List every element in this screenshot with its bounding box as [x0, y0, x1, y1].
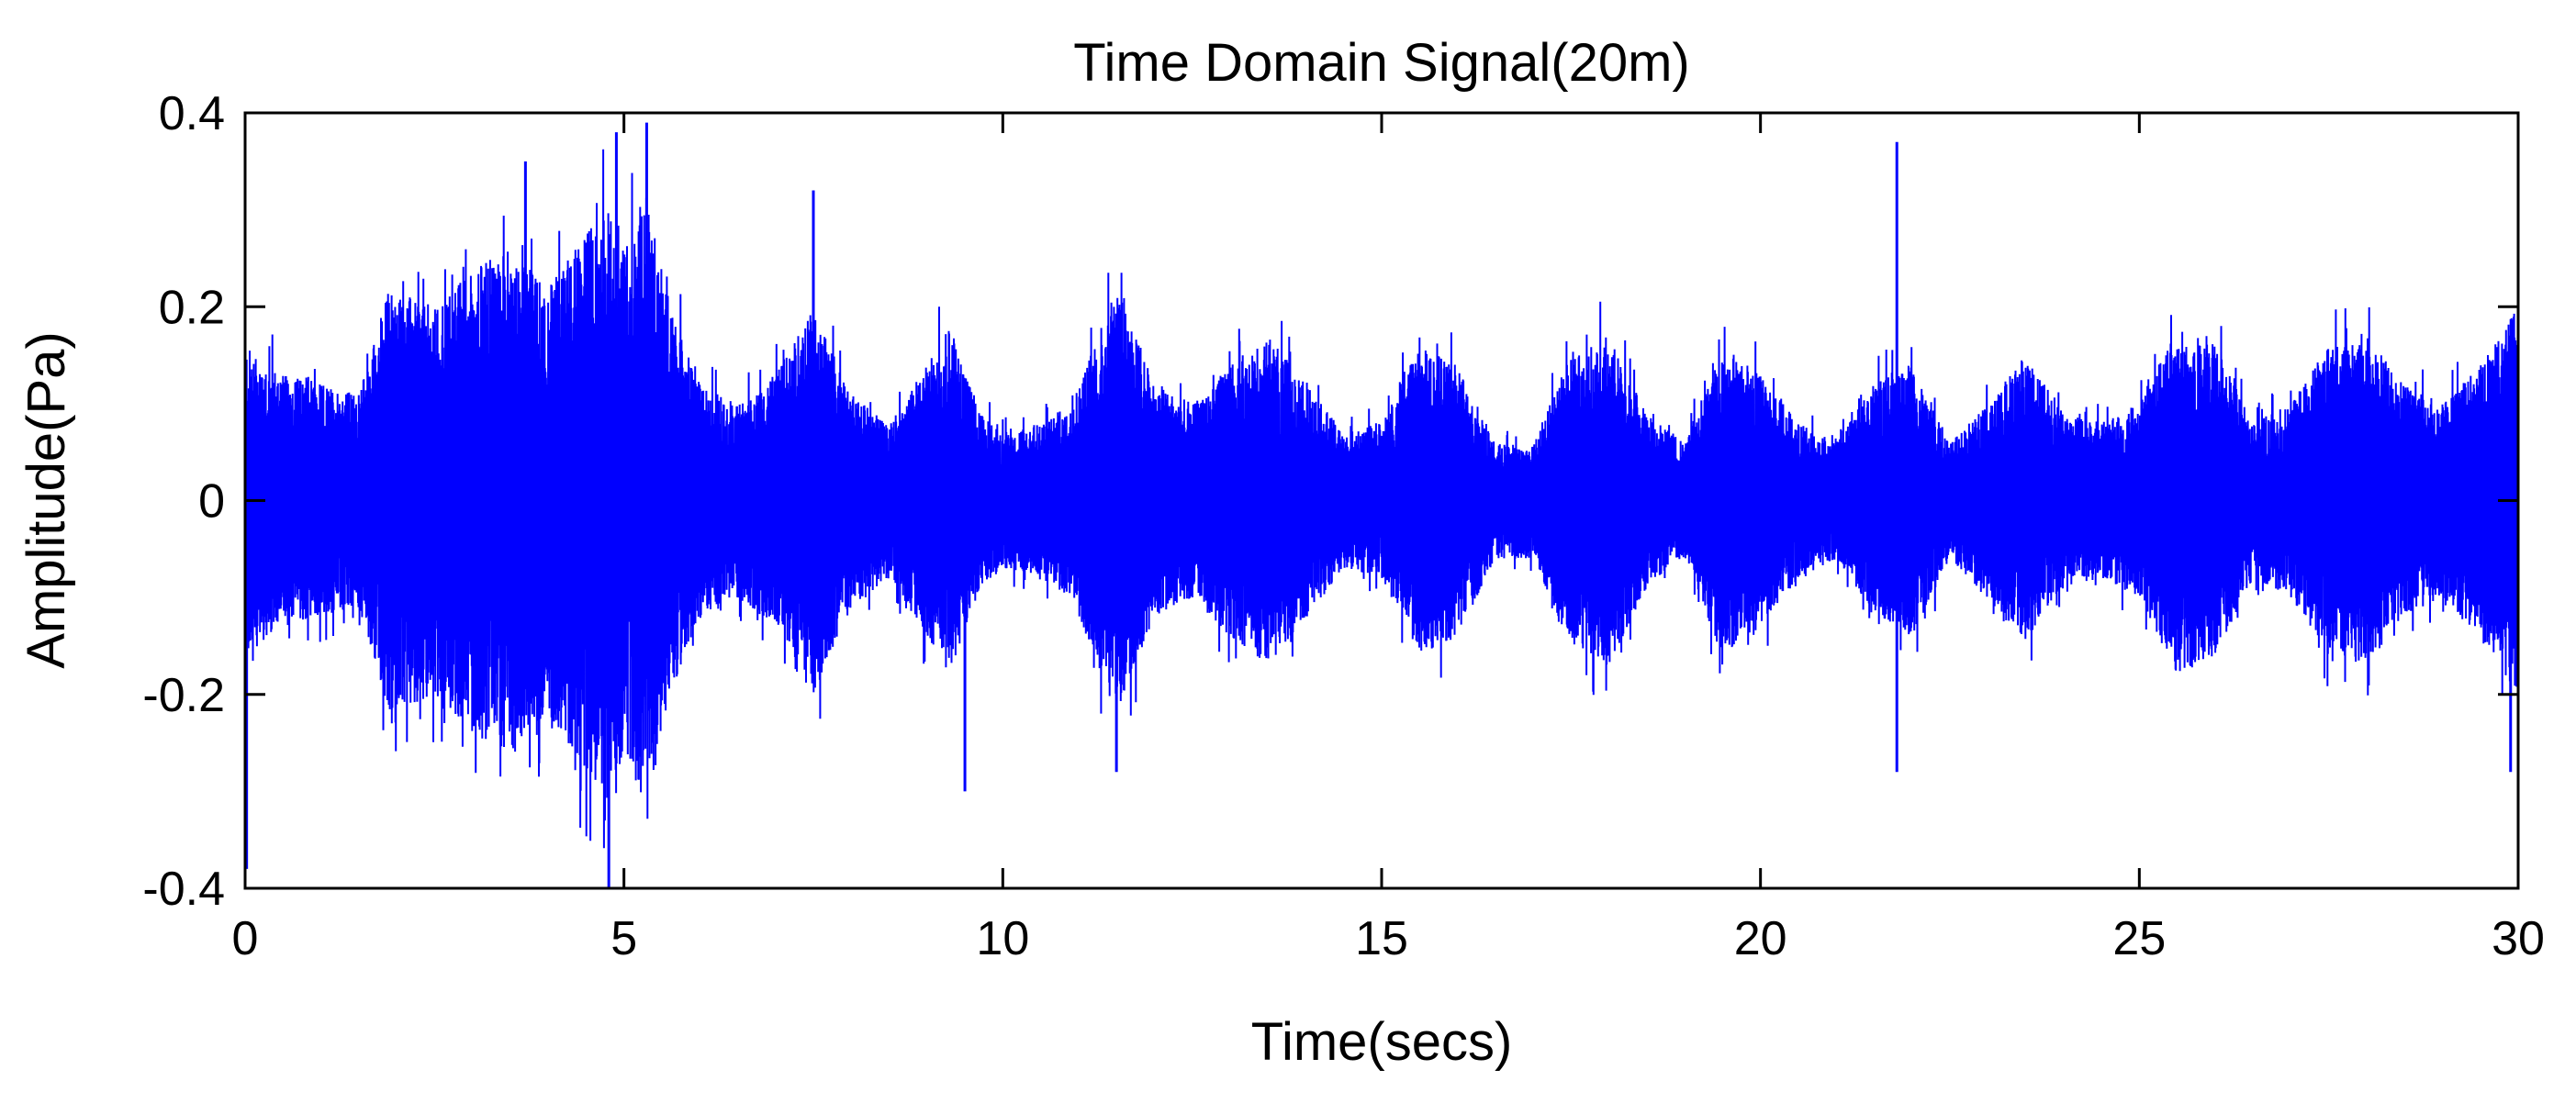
- y-tick-label: -0.2: [142, 669, 225, 722]
- x-axis-label: Time(secs): [1251, 1012, 1513, 1072]
- x-tick-label: 10: [976, 912, 1029, 965]
- y-tick-label: 0.2: [159, 281, 225, 334]
- x-tick-label: 30: [2492, 912, 2545, 965]
- signal-line-layer: [244, 122, 2519, 888]
- y-tick-label: 0.4: [159, 87, 225, 140]
- signal-line: [244, 149, 2519, 849]
- chart-title: Time Domain Signal(20m): [1073, 33, 1690, 93]
- y-tick-label: -0.4: [142, 863, 225, 916]
- y-axis-label: Amplitude(Pa): [17, 331, 76, 668]
- x-tick-label: 20: [1734, 912, 1787, 965]
- x-tick-label: 0: [232, 912, 259, 965]
- axis-ticks-layer: 0 5 10 15 20 25 30 -0.4 -0.2 0 0.2 0.4: [142, 87, 2545, 965]
- x-tick-label: 15: [1355, 912, 1408, 965]
- x-tick-label: 5: [610, 912, 637, 965]
- y-tick-label: 0: [198, 475, 225, 529]
- x-tick-label: 25: [2112, 912, 2166, 965]
